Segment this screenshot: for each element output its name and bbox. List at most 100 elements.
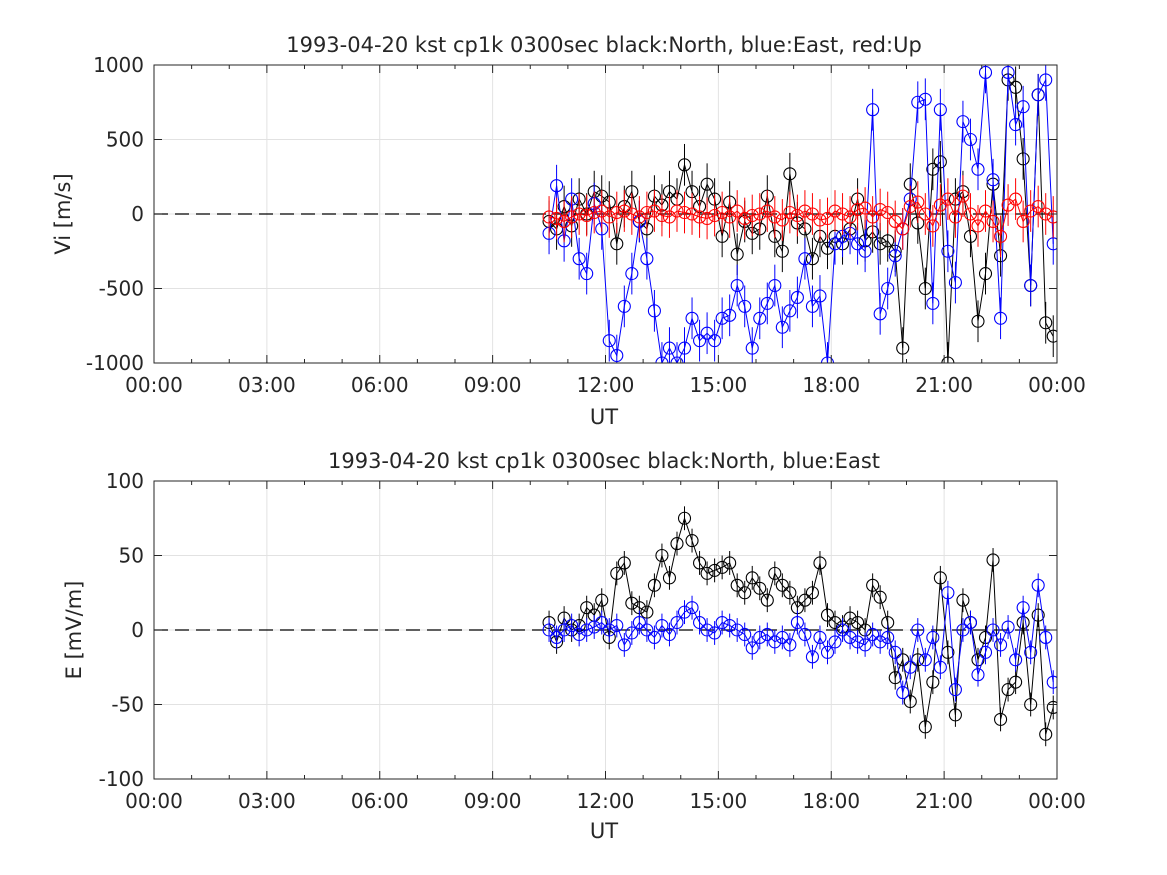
- velocity-point-up: [941, 192, 955, 206]
- efield-y-tick-label: -50: [111, 693, 144, 717]
- velocity-point-up: [1009, 192, 1023, 206]
- velocity-point-east: [926, 296, 940, 310]
- velocity-point-north: [677, 158, 692, 172]
- velocity-point-up: [956, 189, 970, 203]
- velocity-y-tick-label: 1000: [93, 53, 144, 77]
- velocity-point-east: [670, 356, 684, 363]
- efield-point-east: [625, 626, 639, 640]
- efield-point-east: [715, 615, 729, 630]
- velocity-point-north: [730, 247, 744, 261]
- efield-point-east: [595, 615, 609, 630]
- velocity-panel: 1993-04-20 kst cp1k 0300sec black:North,…: [51, 33, 1086, 429]
- efield-point-east: [986, 623, 1000, 637]
- efield-x-tick-label: 00:00: [1028, 789, 1086, 813]
- efield-point-north: [775, 578, 789, 592]
- velocity-point-north: [1016, 152, 1030, 166]
- velocity-point-up: [790, 208, 804, 223]
- velocity-point-north: [1046, 329, 1057, 343]
- velocity-point-up: [580, 208, 594, 223]
- efield-point-east: [1009, 653, 1023, 667]
- efield-point-north: [610, 566, 624, 580]
- velocity-point-north: [783, 167, 797, 181]
- velocity-point-north: [805, 252, 819, 266]
- efield-point-north: [655, 548, 669, 563]
- velocity-point-east: [1039, 73, 1053, 87]
- efield-point-north: [693, 556, 707, 570]
- efield-point-north: [783, 586, 797, 600]
- velocity-y-tick-label: -1000: [86, 351, 144, 375]
- velocity-point-east: [911, 95, 925, 109]
- velocity-chart-title: 1993-04-20 kst cp1k 0300sec black:North,…: [286, 33, 922, 57]
- efield-x-tick-label: 18:00: [802, 789, 860, 813]
- efield-point-north: [828, 615, 842, 630]
- velocity-point-north: [881, 234, 895, 248]
- efield-point-north: [647, 578, 661, 592]
- efield-point-north: [730, 578, 744, 592]
- efield-point-east: [926, 630, 940, 645]
- velocity-point-up: [738, 211, 752, 226]
- velocity-point-east: [602, 334, 616, 348]
- efield-point-east: [971, 668, 985, 682]
- velocity-point-north: [1039, 316, 1053, 330]
- efield-point-east: [873, 635, 887, 649]
- efield-point-east: [911, 623, 925, 637]
- velocity-point-up: [602, 210, 616, 224]
- efield-point-north: [986, 553, 1000, 567]
- velocity-point-up: [896, 222, 910, 236]
- velocity-point-east: [1024, 278, 1038, 293]
- velocity-point-east: [948, 275, 962, 290]
- velocity-point-up: [670, 204, 684, 218]
- velocity-point-north: [941, 356, 955, 363]
- velocity-point-up: [813, 213, 827, 227]
- velocity-point-east: [783, 304, 797, 318]
- efield-point-north: [820, 608, 835, 622]
- velocity-point-east: [745, 341, 759, 355]
- efield-point-east: [805, 650, 819, 664]
- velocity-point-up: [971, 219, 985, 233]
- velocity-point-north: [1009, 80, 1023, 94]
- velocity-point-east: [1016, 100, 1030, 114]
- efield-point-north: [873, 590, 887, 604]
- velocity-point-up: [1024, 204, 1038, 218]
- efield-y-tick-label: -100: [99, 767, 144, 791]
- efield-point-east: [820, 645, 835, 659]
- efield-y-tick-label: 100: [106, 469, 144, 493]
- velocity-point-east: [798, 252, 812, 266]
- velocity-point-north: [873, 237, 887, 251]
- velocity-point-up: [587, 205, 601, 220]
- efield-point-east: [783, 638, 797, 652]
- velocity-point-north: [971, 314, 985, 328]
- velocity-point-east: [572, 252, 586, 266]
- velocity-x-tick-label: 18:00: [802, 373, 860, 397]
- velocity-point-up: [745, 208, 759, 223]
- efield-point-east: [835, 623, 850, 637]
- velocity-point-east: [700, 326, 714, 340]
- velocity-point-east: [1031, 88, 1045, 102]
- velocity-point-east: [888, 249, 902, 263]
- velocity-point-east: [625, 267, 639, 281]
- velocity-point-up: [572, 207, 586, 221]
- velocity-point-east: [580, 267, 594, 281]
- velocity-data-layer: [542, 65, 1057, 363]
- velocity-point-east: [685, 311, 699, 325]
- efield-point-east: [700, 623, 714, 637]
- efield-point-east: [1016, 601, 1030, 615]
- efield-point-north: [670, 537, 684, 551]
- efield-point-north: [685, 534, 699, 548]
- velocity-point-east: [550, 179, 564, 193]
- efield-point-east: [866, 627, 880, 642]
- velocity-point-east: [963, 132, 978, 147]
- velocity-point-up: [1031, 200, 1045, 214]
- efield-point-north: [866, 578, 880, 592]
- velocity-point-east: [941, 244, 955, 258]
- efield-point-east: [963, 615, 978, 630]
- velocity-point-up: [753, 207, 767, 221]
- velocity-x-tick-label: 00:00: [1028, 373, 1086, 397]
- velocity-point-north: [978, 267, 993, 281]
- efield-point-north: [1031, 608, 1045, 622]
- efield-point-east: [948, 683, 962, 697]
- efield-point-east: [858, 638, 872, 652]
- efield-point-north: [956, 593, 970, 607]
- velocity-x-tick-label: 15:00: [690, 373, 748, 397]
- velocity-point-east: [738, 299, 752, 313]
